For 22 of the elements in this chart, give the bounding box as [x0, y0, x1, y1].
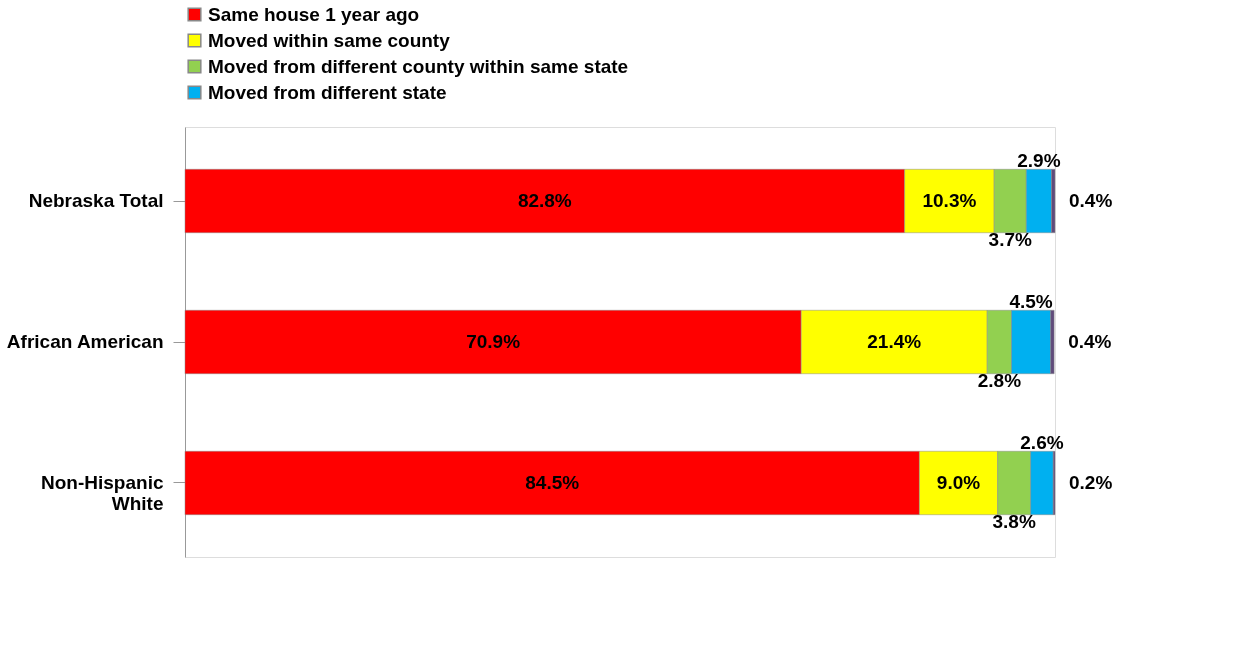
- data-label: 3.7%: [988, 229, 1032, 251]
- data-label: 0.2%: [1069, 471, 1113, 493]
- data-label: 84.5%: [525, 471, 580, 493]
- data-label: 0.4%: [1069, 190, 1113, 212]
- data-label: 10.3%: [922, 190, 977, 212]
- data-label: 82.8%: [517, 190, 572, 212]
- y-tick-label: Non-Hispanic White: [41, 471, 164, 514]
- legend-label: Same house 1 year ago: [208, 3, 420, 25]
- legend-label: Moved within same county: [208, 29, 451, 51]
- data-label: 2.9%: [1017, 150, 1061, 172]
- data-label: 21.4%: [867, 331, 922, 352]
- data-label: 0.4%: [1068, 331, 1112, 352]
- data-label: 2.6%: [1020, 431, 1064, 453]
- data-label: 2.8%: [977, 370, 1022, 391]
- data-label: 3.8%: [992, 510, 1036, 532]
- y-tick-label: African American: [6, 331, 164, 352]
- data-label: 4.5%: [1009, 291, 1053, 312]
- data-label: 70.9%: [466, 331, 521, 352]
- y-tick-label: Nebraska Total: [28, 190, 164, 212]
- legend-label: Moved from different county within same state: [208, 55, 629, 77]
- legend-label: Moved from different state: [208, 81, 447, 103]
- data-label: 9.0%: [936, 471, 981, 493]
